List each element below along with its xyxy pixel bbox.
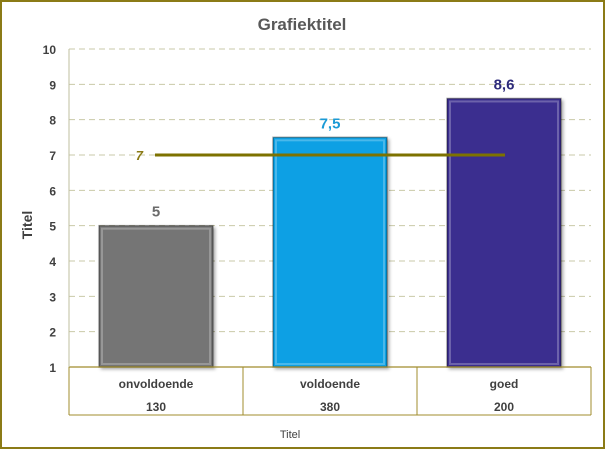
- bar-voldoende: [272, 136, 388, 368]
- category-count: 200: [494, 400, 514, 414]
- y-tick-label: 4: [49, 255, 56, 269]
- x-axis-title: Titel: [280, 429, 300, 441]
- bar-bevel: [449, 100, 559, 365]
- bar-goed: [446, 97, 562, 368]
- data-label: 7,5: [320, 115, 341, 132]
- y-tick-label: 10: [43, 43, 57, 57]
- y-tick-label: 9: [49, 78, 56, 92]
- y-tick-label: 7: [49, 149, 56, 163]
- y-tick-label: 5: [49, 220, 56, 234]
- x-tick-label: goed: [490, 377, 519, 391]
- category-count: 130: [146, 400, 166, 414]
- x-tick-label: voldoende: [300, 377, 360, 391]
- bar-bevel: [275, 139, 385, 365]
- reference-line-label: 7: [136, 148, 144, 163]
- y-tick-label: 3: [49, 290, 56, 304]
- y-tick-label: 2: [49, 326, 56, 340]
- y-axis-title: Titel: [19, 211, 35, 240]
- category-count: 380: [320, 400, 340, 414]
- data-label: 5: [152, 204, 160, 221]
- chart-title: Grafiektitel: [258, 15, 347, 34]
- bar-onvoldoende: [98, 224, 214, 368]
- x-tick-label: onvoldoende: [119, 377, 194, 391]
- y-tick-label: 6: [49, 184, 56, 198]
- y-tick-label: 1: [49, 361, 56, 375]
- data-label: 8,6: [494, 76, 515, 93]
- y-tick-label: 8: [49, 114, 56, 128]
- bar-bevel: [101, 227, 211, 365]
